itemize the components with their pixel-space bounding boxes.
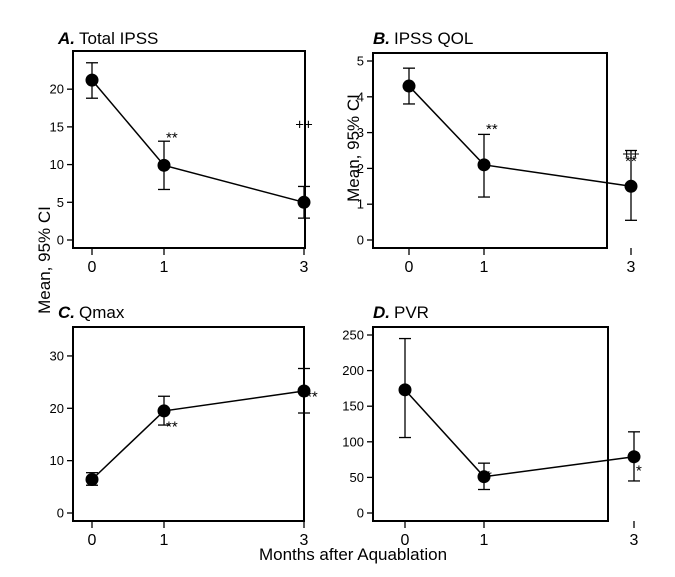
chart-panel: A. Total IPSS 0 5 10 15 20 0 1 3 ** ++ [50,29,313,276]
x-tick-label: 3 [300,259,309,276]
data-point [402,79,416,93]
y-axis-label: Mean, 95% CI [35,206,54,314]
data-point [398,383,412,397]
y-tick-label: 0 [357,233,364,248]
y-tick-label: 4 [357,89,364,104]
y-tick-label: 20 [50,82,64,97]
significance-annotation: * [486,468,492,485]
plot-frame [72,326,305,522]
significance-annotation: ** [486,121,498,138]
data-point [627,450,641,464]
y-tick-label: 10 [50,453,64,468]
series-line [91,390,305,481]
data-point [157,404,171,418]
x-tick-label: 0 [88,532,97,549]
y-tick-label: 100 [342,434,364,449]
y-tick-label: 0 [357,506,364,521]
significance-annotation: ++ [622,146,640,163]
significance-annotation: ** [306,388,318,405]
x-tick-label: 1 [160,259,169,276]
panel-letter: D. [373,303,390,322]
x-tick-label: 0 [405,259,414,276]
panel-title: A. Total IPSS [57,29,158,48]
y-tick-label: 30 [50,348,64,363]
y-tick-label: 20 [50,401,64,416]
x-tick-label: 0 [401,532,410,549]
significance-annotation: ++ [295,117,313,134]
x-tick-label: 1 [160,532,169,549]
significance-annotation: ** [166,419,178,436]
panel-title: D. PVR [373,303,429,322]
panel-title-text: Qmax [79,303,125,322]
y-tick-label: 0 [57,506,64,521]
y-tick-label: 1 [357,197,364,212]
chart-panel: D. PVR 0 50 100 150 200 250 0 1 3 * * [342,303,642,549]
plot-frame [372,52,608,249]
x-tick-label: 0 [88,259,97,276]
y-tick-label: 3 [357,125,364,140]
panel-letter: B. [373,29,390,48]
y-tick-label: 200 [342,363,364,378]
y-tick-label: 2 [357,161,364,176]
data-point [85,73,99,87]
significance-annotation: ** [166,129,178,146]
data-point [85,472,99,486]
y-tick-label: 10 [50,157,64,172]
data-point [157,158,171,172]
series-line [404,389,635,478]
data-point [297,384,311,398]
series-line [408,85,632,188]
panel-title: B. IPSS QOL [373,29,473,48]
panel-title-text: PVR [394,303,429,322]
data-point [477,158,491,172]
x-tick-label: 3 [627,259,636,276]
data-point [624,179,638,193]
x-tick-label: 3 [300,532,309,549]
panel-title-text: IPSS QOL [394,29,473,48]
panel-letter: C. [58,303,75,322]
y-tick-label: 15 [50,119,64,134]
panel-title: C. Qmax [58,303,125,322]
x-axis-label: Months after Aquablation [259,545,447,564]
significance-annotation: ** [625,153,637,170]
x-tick-label: 1 [480,259,489,276]
panel-letter: A. [57,29,75,48]
panel-title-text: Total IPSS [79,29,158,48]
y-tick-label: 5 [357,54,364,69]
y-tick-label: 50 [350,470,364,485]
data-point [477,470,491,484]
y-tick-label: 250 [342,328,364,343]
x-tick-label: 1 [480,532,489,549]
plot-frame [372,326,609,522]
y-tick-label: 0 [57,233,64,248]
y-tick-label: 5 [57,195,64,210]
data-point [297,195,311,209]
series-line [91,79,305,204]
y-axis-label-right: Mean, 95% CI [344,94,363,202]
chart-panel: C. Qmax 0 10 20 30 0 1 3 ** ** [50,303,318,549]
x-tick-label: 3 [630,532,639,549]
significance-annotation: * [636,462,642,479]
plot-frame [72,50,306,249]
y-tick-label: 150 [342,399,364,414]
